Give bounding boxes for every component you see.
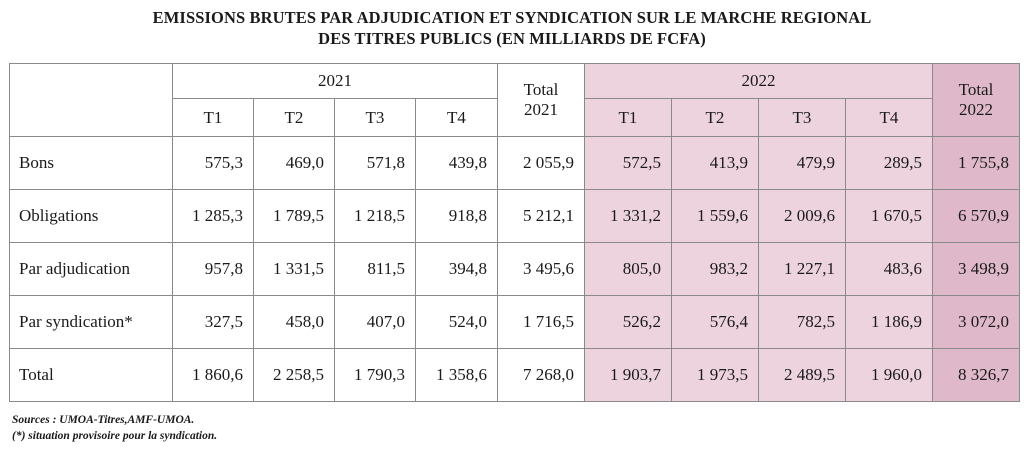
cell-2021-t3: 1 218,5 — [334, 189, 416, 243]
quarter-header-2021-t1: T1 — [172, 98, 254, 137]
cell-2022-t3: 2 489,5 — [758, 348, 846, 402]
quarter-header-2021-t3: T3 — [334, 98, 416, 137]
cell-2022-t1: 1 331,2 — [584, 189, 672, 243]
cell-2021-t2: 458,0 — [253, 295, 335, 349]
cell-total-2021: 2 055,9 — [497, 136, 585, 190]
total-2022-header-line1: Total — [958, 80, 994, 99]
cell-total-2022: 3 498,9 — [932, 242, 1020, 296]
cell-2022-t2: 1 559,6 — [671, 189, 759, 243]
cell-2021-t1: 575,3 — [172, 136, 254, 190]
cell-total-2021: 5 212,1 — [497, 189, 585, 243]
total-2021-header-line1: Total — [523, 80, 559, 99]
cell-2021-t3: 571,8 — [334, 136, 416, 190]
cell-2022-t3: 1 227,1 — [758, 242, 846, 296]
total-2021-header: Total 2021 — [497, 63, 585, 137]
cell-total-2021: 3 495,6 — [497, 242, 585, 296]
emissions-table: 2021 Total 2021 2022 Total 2022 T1 T2 T3… — [9, 63, 1020, 402]
cell-2022-t4: 1 670,5 — [845, 189, 933, 243]
quarter-header-2022-t1: T1 — [584, 98, 672, 137]
row-label: Bons — [9, 136, 173, 190]
cell-2021-t2: 469,0 — [253, 136, 335, 190]
cell-2022-t4: 289,5 — [845, 136, 933, 190]
quarter-header-2022-t3: T3 — [758, 98, 846, 137]
cell-2022-t1: 572,5 — [584, 136, 672, 190]
quarter-header-2021-t2: T2 — [253, 98, 335, 137]
title-line-2: DES TITRES PUBLICS (EN MILLIARDS DE FCFA… — [318, 29, 706, 48]
row-label: Par syndication* — [9, 295, 173, 349]
year-2021-header: 2021 — [172, 63, 498, 99]
title-line-1: EMISSIONS BRUTES PAR ADJUDICATION ET SYN… — [152, 8, 872, 27]
quarter-header-2022-t2: T2 — [671, 98, 759, 137]
cell-2022-t2: 1 973,5 — [671, 348, 759, 402]
cell-2022-t4: 1 960,0 — [845, 348, 933, 402]
total-2021-header-line2: 2021 — [524, 100, 558, 119]
cell-2021-t3: 407,0 — [334, 295, 416, 349]
cell-2022-t2: 576,4 — [671, 295, 759, 349]
cell-total-2022: 1 755,8 — [932, 136, 1020, 190]
cell-2021-t3: 811,5 — [334, 242, 416, 296]
total-2022-header-line2: 2022 — [959, 100, 993, 119]
cell-total-2021: 1 716,5 — [497, 295, 585, 349]
cell-2021-t4: 1 358,6 — [415, 348, 498, 402]
year-2022-header: 2022 — [584, 63, 933, 99]
cell-2021-t2: 1 789,5 — [253, 189, 335, 243]
cell-2021-t2: 2 258,5 — [253, 348, 335, 402]
cell-total-2022: 6 570,9 — [932, 189, 1020, 243]
cell-2022-t1: 1 903,7 — [584, 348, 672, 402]
provisional-note: (*) situation provisoire pour la syndica… — [12, 430, 218, 442]
quarter-header-2021-t4: T4 — [415, 98, 498, 137]
cell-total-2021: 7 268,0 — [497, 348, 585, 402]
cell-2021-t2: 1 331,5 — [253, 242, 335, 296]
table-row-total: Total 1 860,6 2 258,5 1 790,3 1 358,6 7 … — [9, 348, 1020, 402]
cell-2022-t1: 526,2 — [584, 295, 672, 349]
cell-2022-t2: 413,9 — [671, 136, 759, 190]
table-row: Par adjudication 957,8 1 331,5 811,5 394… — [9, 242, 1020, 296]
cell-2021-t4: 524,0 — [415, 295, 498, 349]
corner-cell — [9, 63, 173, 137]
cell-total-2022: 3 072,0 — [932, 295, 1020, 349]
cell-2021-t1: 957,8 — [172, 242, 254, 296]
cell-2022-t2: 983,2 — [671, 242, 759, 296]
cell-2021-t3: 1 790,3 — [334, 348, 416, 402]
cell-2021-t4: 394,8 — [415, 242, 498, 296]
cell-2021-t4: 918,8 — [415, 189, 498, 243]
cell-2022-t4: 483,6 — [845, 242, 933, 296]
cell-2022-t1: 805,0 — [584, 242, 672, 296]
cell-2021-t1: 327,5 — [172, 295, 254, 349]
cell-2021-t4: 439,8 — [415, 136, 498, 190]
cell-2021-t1: 1 285,3 — [172, 189, 254, 243]
row-label: Obligations — [9, 189, 173, 243]
cell-2022-t3: 782,5 — [758, 295, 846, 349]
table-title: EMISSIONS BRUTES PAR ADJUDICATION ET SYN… — [0, 7, 1024, 49]
cell-2022-t3: 2 009,6 — [758, 189, 846, 243]
cell-2022-t3: 479,9 — [758, 136, 846, 190]
cell-2021-t1: 1 860,6 — [172, 348, 254, 402]
cell-2022-t4: 1 186,9 — [845, 295, 933, 349]
cell-total-2022: 8 326,7 — [932, 348, 1020, 402]
quarter-header-2022-t4: T4 — [845, 98, 933, 137]
table-row: Obligations 1 285,3 1 789,5 1 218,5 918,… — [9, 189, 1020, 243]
total-2022-header: Total 2022 — [932, 63, 1020, 137]
table-row: Bons 575,3 469,0 571,8 439,8 2 055,9 572… — [9, 136, 1020, 190]
row-label: Par adjudication — [9, 242, 173, 296]
table-row: Par syndication* 327,5 458,0 407,0 524,0… — [9, 295, 1020, 349]
sources-note: Sources : UMOA-Titres,AMF-UMOA. — [12, 414, 195, 426]
row-label: Total — [9, 348, 173, 402]
